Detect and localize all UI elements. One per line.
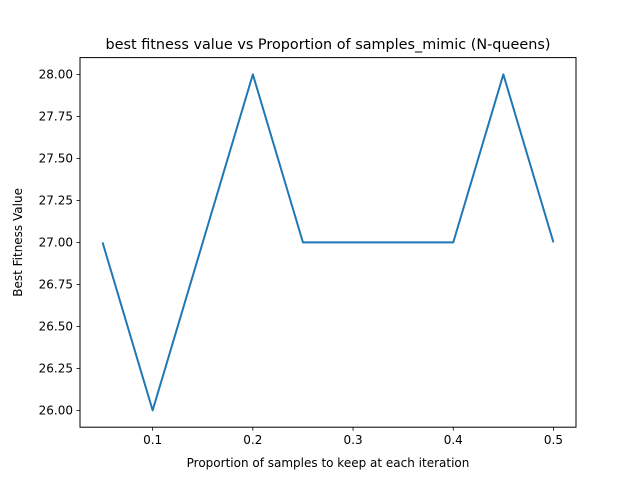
y-tick-label: 27.00: [39, 236, 73, 250]
y-tick-label: 28.00: [39, 68, 73, 82]
y-tick-label: 26.50: [39, 320, 73, 334]
x-axis-ticks: 0.1 0.2 0.3 0.4 0.5: [143, 427, 563, 447]
y-tick-label: 26.25: [39, 362, 73, 376]
x-tick-label: 0.2: [243, 433, 262, 447]
series-line: [101, 73, 555, 412]
chart-title: best fitness value vs Proportion of samp…: [106, 37, 551, 53]
x-tick-label: 0.4: [444, 433, 463, 447]
y-tick-label: 26.00: [39, 404, 73, 418]
y-tick-label: 27.75: [39, 110, 73, 124]
y-tick-label: 27.50: [39, 152, 73, 166]
y-axis-ticks: 26.00 26.25 26.50 26.75 27.00 27.25 27.50 27.75…: [39, 68, 80, 418]
y-tick-label: 26.75: [39, 278, 73, 292]
plot-frame: [79, 57, 577, 428]
x-tick-label: 0.5: [544, 433, 563, 447]
x-axis-label: Proportion of samples to keep at each it…: [187, 456, 470, 470]
x-tick-label: 0.3: [344, 433, 363, 447]
x-tick-label: 0.1: [143, 433, 162, 447]
y-axis-label: Best Fitness Value: [11, 188, 25, 297]
y-tick-label: 27.25: [39, 194, 73, 208]
